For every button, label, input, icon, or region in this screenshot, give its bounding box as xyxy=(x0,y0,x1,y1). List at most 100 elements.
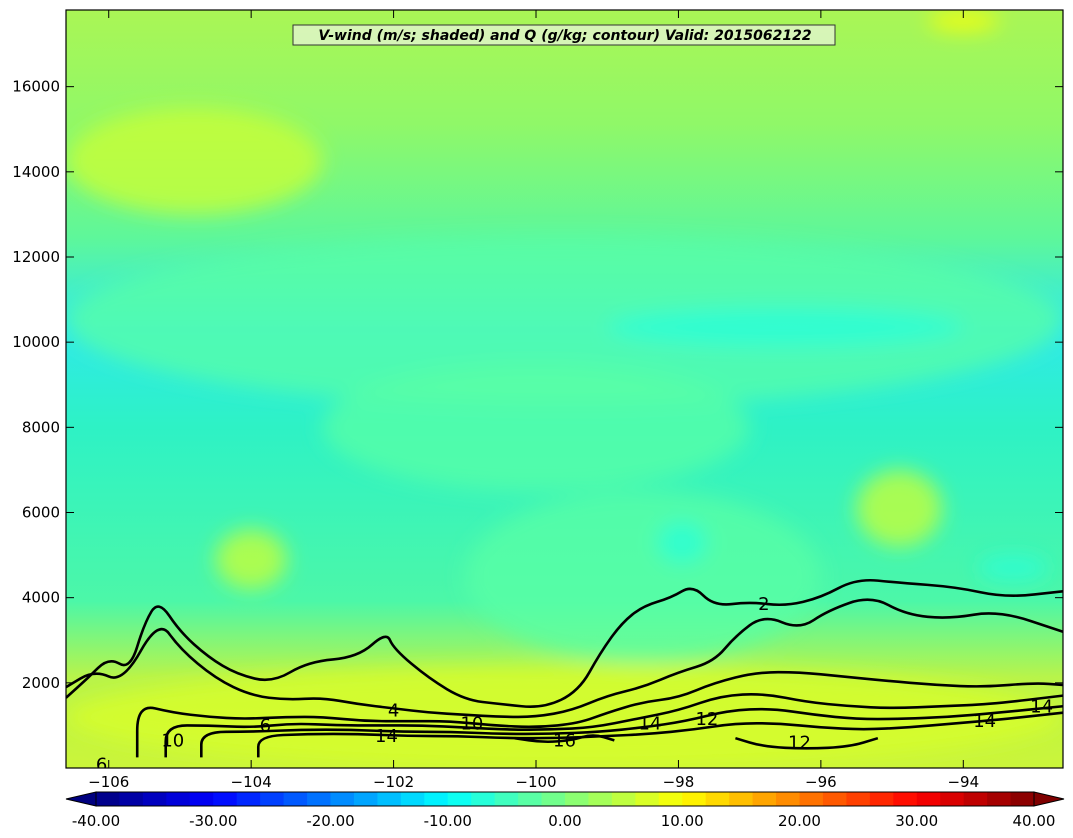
shaded-regions xyxy=(66,10,1063,768)
colorbar-segment-20 xyxy=(565,792,589,806)
y-tick-label-0: 2000 xyxy=(22,674,60,692)
x-axis: −106 −104 −102 −100 −98 −96 −94 xyxy=(88,10,979,791)
shaded-region-0 xyxy=(66,235,1063,407)
shaded-region-1 xyxy=(464,491,821,662)
colorbar-tick-label-6: 20.00 xyxy=(778,812,821,830)
shaded-region-4 xyxy=(657,521,707,564)
colorbar-segment-2 xyxy=(142,792,167,806)
colorbar-segment-35 xyxy=(916,792,941,806)
colorbar-segment-24 xyxy=(658,792,683,806)
contour-line-q14-5 xyxy=(256,711,1063,758)
colorbar-segment-22 xyxy=(611,792,636,806)
colorbar-tick-label-3: -10.00 xyxy=(424,812,472,830)
colorbar-segment-23 xyxy=(635,792,660,806)
y-tick-label-1: 4000 xyxy=(22,589,60,607)
shaded-region-6 xyxy=(66,665,1063,768)
y-axis: 2000 4000 6000 8000 10000 12000 14000 16000 xyxy=(12,78,1063,692)
colorbar-segment-31 xyxy=(822,792,847,806)
contour-lines xyxy=(66,578,1063,758)
colorbar-segment-32 xyxy=(846,792,871,806)
colorbar-segment-30 xyxy=(799,792,824,806)
colorbar-segment-15 xyxy=(447,792,472,806)
contour-label-12: 6 xyxy=(96,755,107,776)
colorbar-segment-13 xyxy=(400,792,425,806)
x-tick-label-0: −106 xyxy=(88,773,129,791)
contour-line-q6-2 xyxy=(135,670,1063,758)
colorbar-segment-6 xyxy=(236,792,261,806)
colorbar-tick-label-8: 40.00 xyxy=(1013,812,1056,830)
x-tick-label-5: −96 xyxy=(805,773,837,791)
shaded-region-8 xyxy=(856,469,942,547)
contour-label-5: 12 xyxy=(695,709,718,730)
colorbar-segment-33 xyxy=(869,792,894,806)
colorbar-segment-10 xyxy=(330,792,355,806)
colorbar-segment-4 xyxy=(189,792,214,806)
colorbar-segment-7 xyxy=(260,792,285,806)
contour-label-2: 6 xyxy=(260,715,271,736)
colorbar-segment-16 xyxy=(471,792,496,806)
colorbar-segment-38 xyxy=(987,792,1012,806)
colorbar-max-arrow xyxy=(1033,791,1065,807)
colorbar-segment-14 xyxy=(424,792,449,806)
colorbar-segment-18 xyxy=(518,792,543,806)
colorbar-frame xyxy=(95,791,1035,807)
colorbar-segment-1 xyxy=(119,792,144,806)
contour-label-9: 14 xyxy=(973,711,996,732)
chart-title: V-wind (m/s; shaded) and Q (g/kg; contou… xyxy=(318,28,811,44)
y-tick-label-2: 6000 xyxy=(22,503,60,521)
colorbar-min-arrow xyxy=(65,791,97,807)
colorbar-segment-27 xyxy=(729,792,754,806)
contour-line-q12-7 xyxy=(735,736,879,750)
colorbar-segment-34 xyxy=(893,792,918,806)
shaded-region-5 xyxy=(977,555,1049,581)
colorbar-tick-label-5: 10.00 xyxy=(661,812,704,830)
colorbar-segment-25 xyxy=(682,792,707,806)
y-tick-label-5: 12000 xyxy=(12,248,60,266)
y-tick-label-4: 10000 xyxy=(12,333,60,351)
contour-line-q2-0 xyxy=(66,578,1063,708)
contour-label-6: 12 xyxy=(788,732,811,753)
contour-labels: 2 4 6 10 10 12 12 14 14 14 14 16 6 xyxy=(96,594,1053,776)
chart-title-box: V-wind (m/s; shaded) and Q (g/kg; contou… xyxy=(292,24,836,46)
colorbar-tick-label-0: -40.00 xyxy=(72,812,120,830)
contour-label-1: 4 xyxy=(388,701,399,722)
shaded-region-9 xyxy=(215,529,287,590)
contour-label-4: 10 xyxy=(460,713,483,734)
contour-line-q10-3 xyxy=(164,693,1063,758)
colorbar-segment-21 xyxy=(588,792,613,806)
contour-label-10: 14 xyxy=(1030,696,1053,717)
contour-label-8: 14 xyxy=(639,713,662,734)
colorbar-tick-label-7: 30.00 xyxy=(895,812,938,830)
shaded-region-2 xyxy=(322,363,750,492)
colorbar-segment-19 xyxy=(541,792,566,806)
x-tick-label-4: −98 xyxy=(663,773,695,791)
colorbar-segment-8 xyxy=(283,792,308,806)
colorbar-segment-9 xyxy=(307,792,331,806)
colorbar-tick-label-1: -30.00 xyxy=(189,812,237,830)
plot-frame xyxy=(65,9,1064,769)
colorbar-segment-28 xyxy=(752,792,777,806)
x-tick-label-1: −104 xyxy=(231,773,272,791)
y-tick-label-6: 14000 xyxy=(12,163,60,181)
colorbar-segment-5 xyxy=(213,792,238,806)
x-tick-label-6: −94 xyxy=(947,773,979,791)
contour-label-3: 10 xyxy=(161,730,184,751)
colorbar-segment-26 xyxy=(705,792,730,806)
contour-line-q12-4 xyxy=(200,704,1063,758)
contour-line-q4-1 xyxy=(66,598,1063,719)
contour-label-7: 14 xyxy=(375,726,398,747)
contour-label-11: 16 xyxy=(553,730,576,751)
plot-area: 2 4 6 10 10 12 12 14 14 14 14 16 6 xyxy=(66,10,1063,776)
shaded-region-10 xyxy=(927,10,999,32)
contour-label-0: 2 xyxy=(758,594,769,615)
y-tick-label-3: 8000 xyxy=(22,418,60,436)
x-tick-label-2: −102 xyxy=(373,773,414,791)
colorbar-segment-3 xyxy=(166,792,191,806)
y-tick-label-7: 16000 xyxy=(12,78,60,96)
colorbar-tick-label-2: -20.00 xyxy=(306,812,354,830)
colorbar-segment-11 xyxy=(353,792,378,806)
colorbar-segment-17 xyxy=(494,792,519,806)
colorbar-segment-37 xyxy=(963,792,988,806)
colorbar: -40.00 -30.00 -20.00 -10.00 0.00 10.00 20.00 30… xyxy=(65,791,1065,830)
